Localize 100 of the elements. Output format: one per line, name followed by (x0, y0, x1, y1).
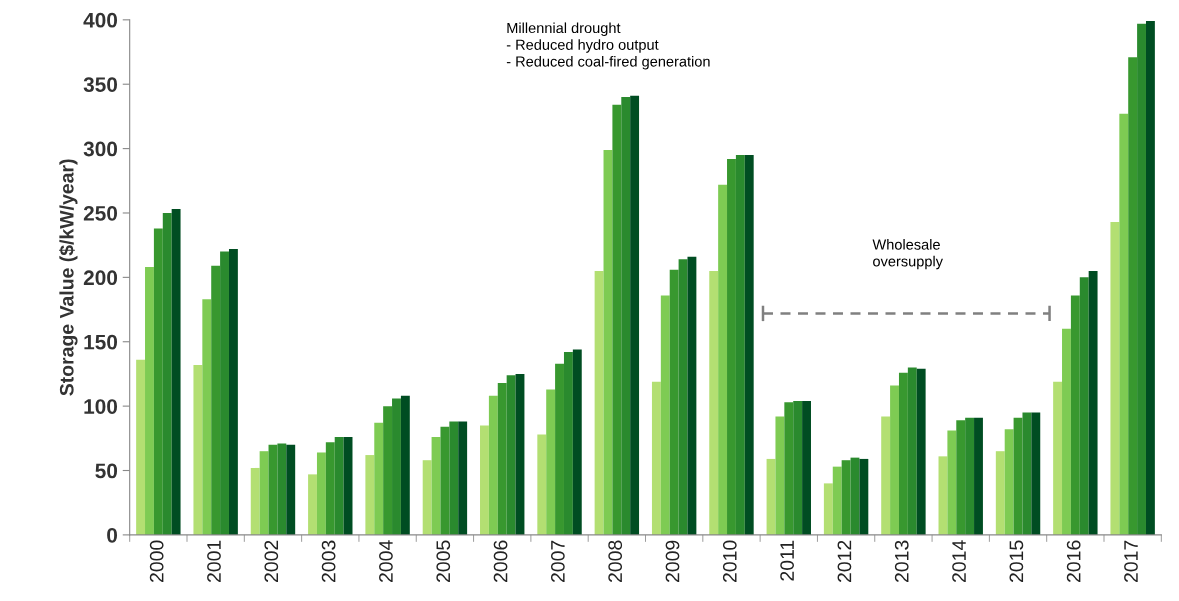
bar (286, 444, 296, 535)
y-tick-label: 150 (84, 334, 118, 350)
x-tick-label: 2003 (321, 540, 336, 583)
bar (400, 395, 410, 535)
x-tick-label: 2015 (1009, 540, 1024, 583)
bar (334, 437, 344, 535)
x-tick-label: 2002 (264, 540, 279, 583)
bar (228, 249, 238, 535)
bar (651, 381, 661, 535)
bar (947, 430, 957, 535)
x-tick-label: 2016 (1066, 540, 1081, 583)
bar (744, 155, 754, 535)
bar (220, 251, 229, 535)
x-tick-label: 2013 (894, 540, 909, 583)
bar (171, 209, 181, 535)
x-tick-label: 2008 (608, 540, 623, 583)
y-tick-label: 50 (95, 463, 118, 479)
bar (669, 269, 679, 535)
bar (211, 265, 221, 535)
bar (153, 228, 163, 535)
bar (1137, 23, 1146, 535)
bar (859, 458, 869, 535)
y-tick-label: 200 (83, 270, 118, 286)
y-tick-label: 250 (83, 205, 118, 221)
bar (325, 442, 335, 535)
bar (727, 158, 736, 535)
bar (1119, 113, 1129, 535)
bar (193, 364, 203, 535)
bar (1079, 277, 1089, 535)
bar (898, 372, 908, 535)
bar (383, 406, 393, 535)
bar (775, 416, 785, 535)
bar (537, 434, 547, 535)
bar (440, 426, 450, 535)
bar (793, 400, 803, 535)
bar (709, 270, 719, 535)
x-tick-label: 2001 (207, 540, 221, 583)
bar (392, 398, 401, 535)
bar (1110, 221, 1120, 535)
bar (316, 452, 326, 535)
bar (841, 460, 851, 535)
bar (621, 97, 631, 535)
x-tick-label: 2009 (665, 540, 680, 583)
y-tick-label: 300 (83, 141, 118, 157)
bar (308, 474, 317, 535)
bar (995, 451, 1005, 535)
bar (145, 267, 154, 535)
bar (250, 467, 260, 535)
bar (277, 443, 287, 535)
bar (497, 382, 507, 535)
x-tick-label: 2004 (379, 540, 393, 583)
bar (823, 483, 833, 535)
bar (515, 373, 525, 535)
bar (660, 295, 670, 535)
bar (881, 416, 891, 535)
bar (630, 95, 640, 535)
bar (365, 455, 375, 535)
bar (907, 367, 917, 535)
bar (136, 359, 146, 535)
bar (563, 352, 573, 535)
annotation: Millennial drought - Reduced hydro output - Reduced coal-fired generation (506, 22, 710, 70)
bar (802, 400, 811, 535)
bar (784, 402, 794, 535)
bar (1062, 328, 1071, 535)
bar (259, 451, 269, 535)
bar (1022, 412, 1032, 535)
bar (603, 149, 613, 535)
bar (965, 417, 975, 535)
bar (1004, 429, 1014, 535)
bar (956, 420, 966, 535)
bar (546, 389, 556, 535)
bar (687, 256, 697, 535)
bar (974, 417, 983, 535)
bar (916, 368, 926, 535)
bar (1145, 21, 1155, 535)
y-tick-label: 350 (83, 77, 118, 92)
x-tick-label: 2014 (952, 540, 966, 583)
bar (1053, 381, 1063, 535)
bar (1088, 270, 1098, 535)
bar (480, 425, 489, 535)
annotation: Wholesale oversupply (872, 239, 943, 270)
bar (449, 421, 459, 535)
bar (555, 363, 564, 535)
bar (488, 395, 498, 535)
y-tick-label: 400 (83, 12, 118, 28)
x-tick-label: 2005 (436, 540, 451, 583)
x-tick-label: 2000 (149, 540, 164, 583)
bar (594, 270, 604, 535)
bar (678, 259, 688, 535)
bar (612, 104, 622, 535)
bar (162, 212, 172, 535)
bar (1128, 57, 1138, 535)
x-tick-label: 2017 (1124, 540, 1138, 583)
x-tick-label: 2012 (837, 540, 852, 583)
y-tick-label: 0 (107, 527, 118, 543)
bar (572, 349, 582, 535)
bar (422, 460, 432, 535)
y-tick-label: 100 (84, 399, 118, 414)
bar (718, 184, 728, 535)
bar (506, 375, 516, 535)
